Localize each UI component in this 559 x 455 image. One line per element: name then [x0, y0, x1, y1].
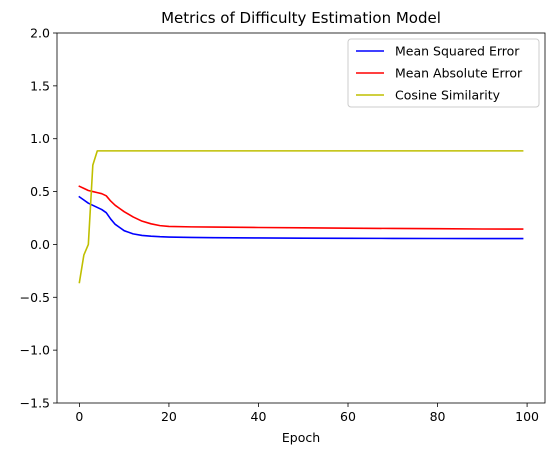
- legend-box: [347, 38, 540, 108]
- y-tick-label: 0.0: [30, 237, 50, 252]
- series-lines: [78, 150, 524, 284]
- legend: Mean Squared Error Mean Absolute Error Cos…: [347, 38, 540, 108]
- x-tick-label: 80: [430, 409, 446, 424]
- y-tick-label: 2.0: [30, 26, 50, 41]
- y-tick-label: −0.5: [20, 290, 50, 305]
- y-tick-label: 1.0: [30, 131, 50, 146]
- chart-title: Metrics of Difficulty Estimation Model: [161, 9, 441, 27]
- x-axis: 0 20 40 60 80 100: [75, 403, 539, 424]
- x-tick-label: 100: [515, 409, 539, 424]
- x-tick-label: 40: [251, 409, 267, 424]
- legend-label: Mean Squared Error: [395, 44, 520, 59]
- y-tick-label: −1.0: [20, 343, 50, 358]
- legend-label: Cosine Similarity: [395, 88, 501, 103]
- x-tick-label: 0: [75, 409, 83, 424]
- x-tick-label: 60: [340, 409, 356, 424]
- legend-label: Mean Absolute Error: [395, 66, 523, 81]
- x-tick-label: 20: [161, 409, 177, 424]
- y-tick-label: −1.5: [20, 396, 50, 411]
- y-tick-label: 0.5: [30, 184, 50, 199]
- x-axis-label: Epoch: [282, 430, 320, 445]
- series-line-2: [78, 150, 524, 284]
- series-line-1: [78, 185, 524, 230]
- y-axis: −1.5 −1.0 −0.5 0.0 0.5 1.0 1.5 2.0: [20, 26, 57, 411]
- y-tick-label: 1.5: [30, 78, 50, 93]
- axes-frame: [56, 32, 546, 404]
- series-line-0: [78, 195, 524, 240]
